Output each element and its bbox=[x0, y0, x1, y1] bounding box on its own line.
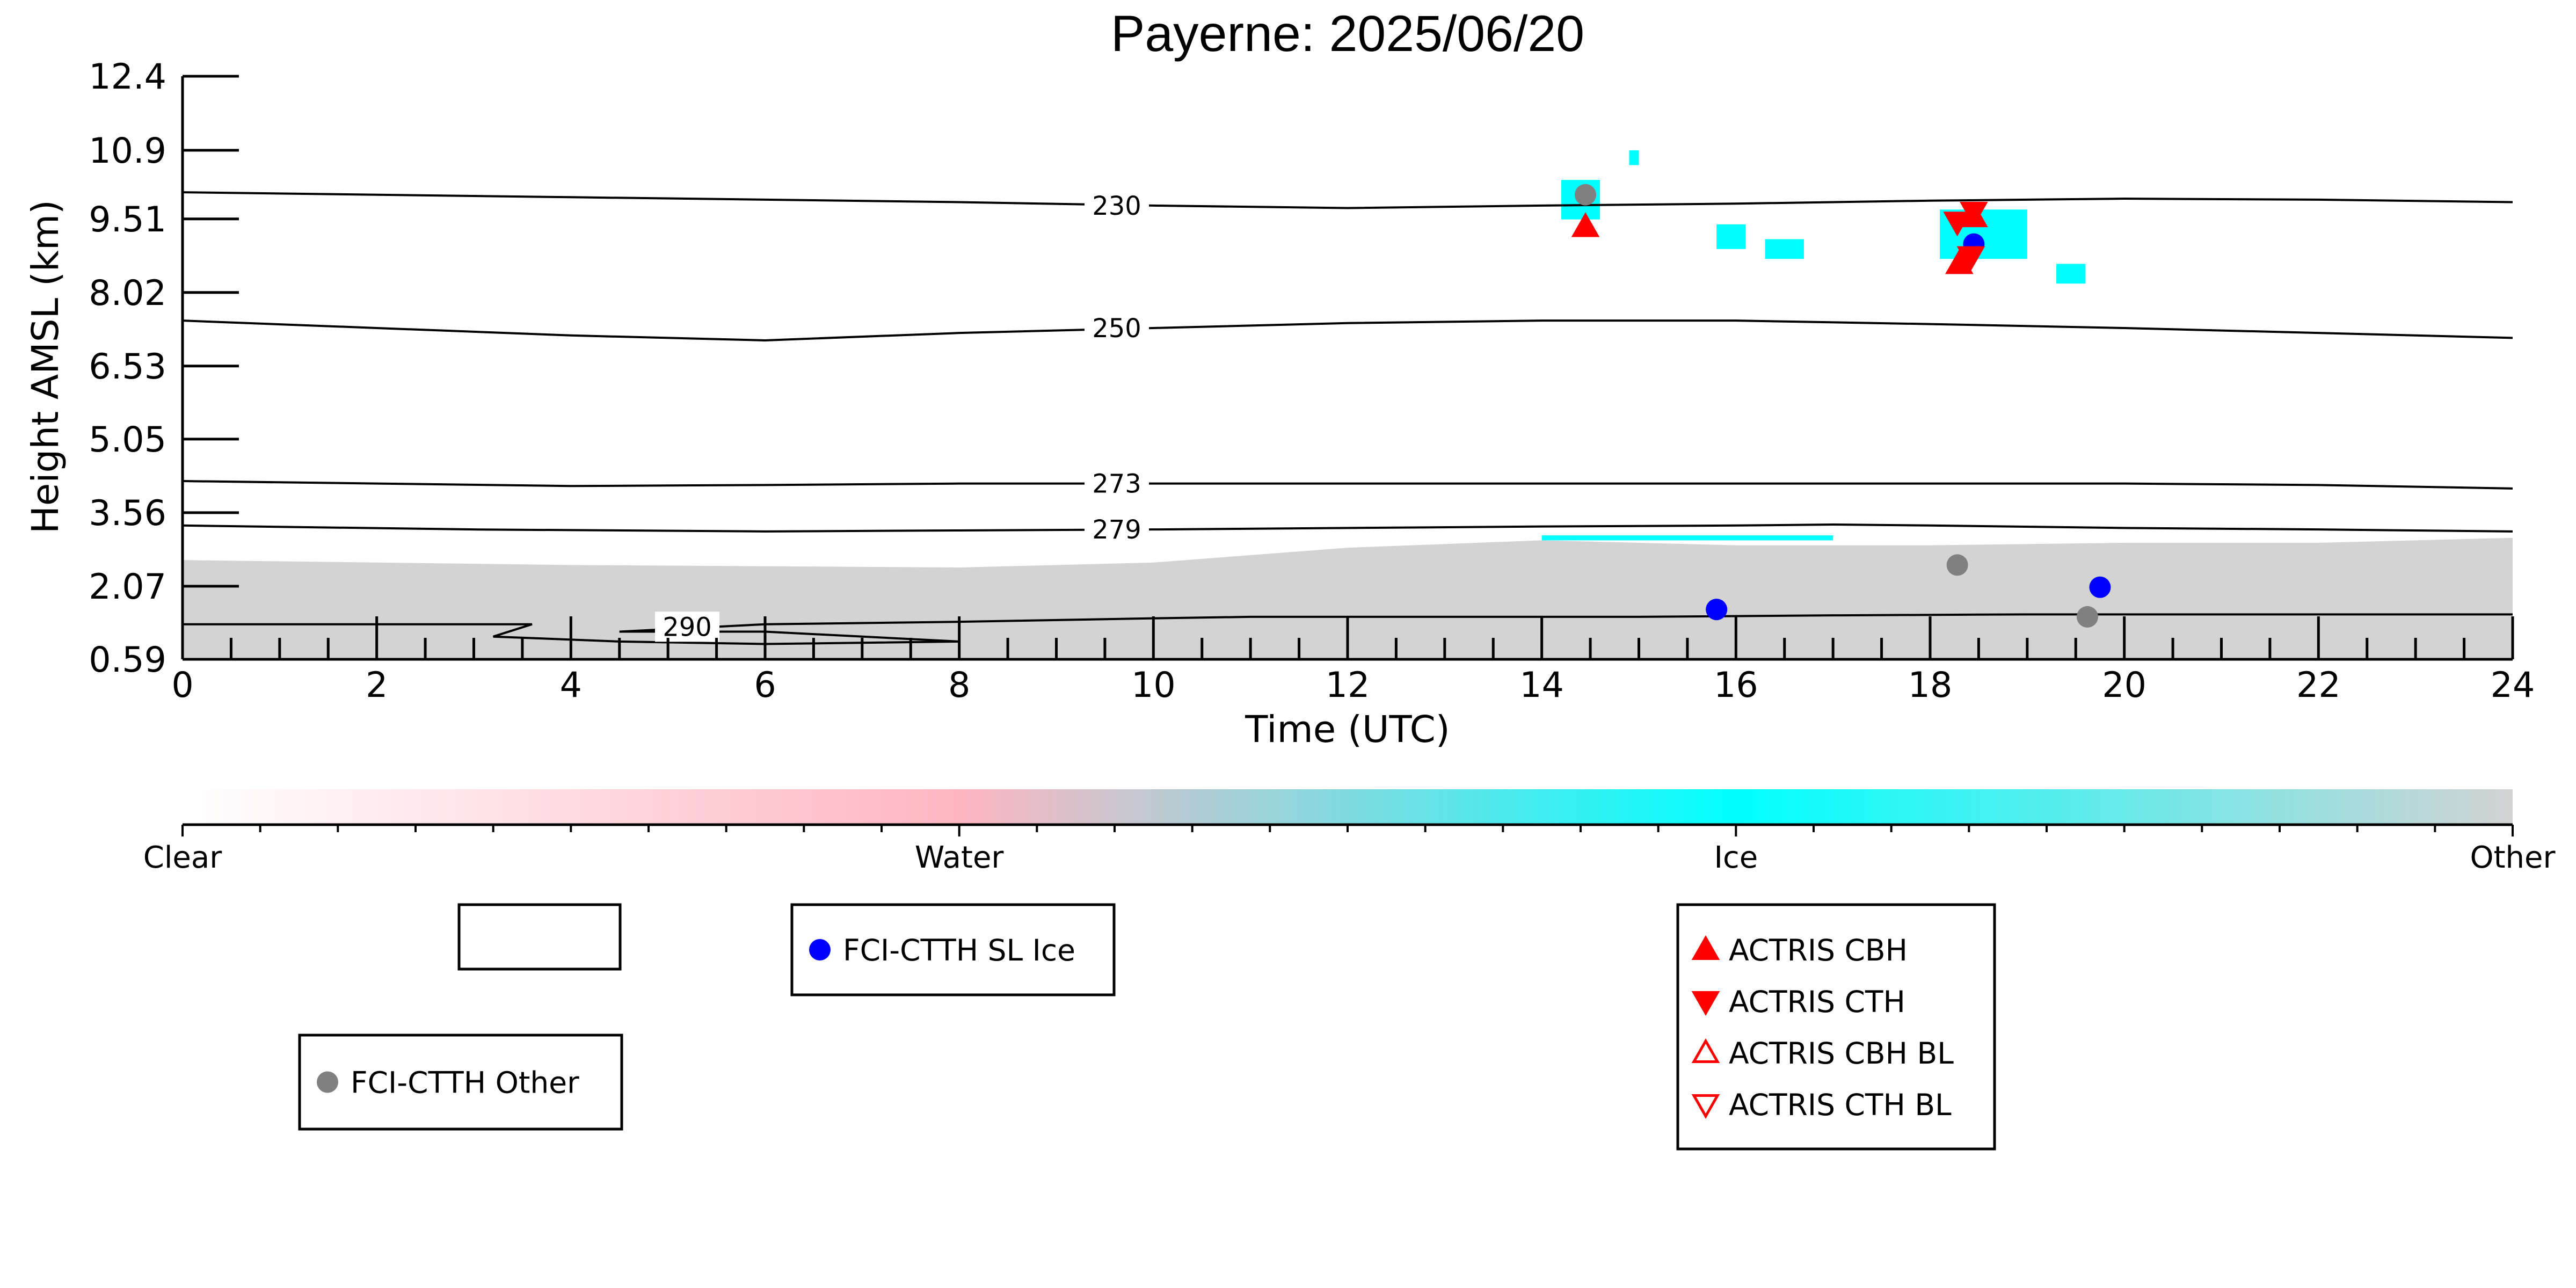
x-tick-label: 16 bbox=[1714, 665, 1758, 705]
ice-region bbox=[1765, 239, 1804, 259]
x-axis-label: Time (UTC) bbox=[1245, 708, 1450, 751]
data-point bbox=[1946, 554, 1968, 576]
data-point bbox=[2076, 606, 2098, 628]
legend-marker bbox=[809, 939, 831, 960]
isotherm-label-bg bbox=[1085, 514, 1149, 545]
legend-box1 bbox=[457, 903, 622, 971]
legend-label: FCI-CTTH SL Ice bbox=[843, 933, 1075, 967]
data-point bbox=[1943, 212, 1971, 237]
legend-label: FCI-CTTH Other bbox=[351, 1066, 579, 1100]
y-tick-label: 12.4 bbox=[89, 57, 166, 97]
legend-marker bbox=[317, 1071, 338, 1093]
data-point bbox=[1571, 212, 1600, 237]
y-tick-label: 10.9 bbox=[89, 131, 166, 171]
legend-label: ACTRIS CBH BL bbox=[1729, 1036, 1954, 1071]
data-point bbox=[1960, 201, 1988, 227]
data-point bbox=[2089, 576, 2111, 598]
legend-marker bbox=[1691, 1038, 1720, 1063]
ice-region bbox=[1629, 150, 1639, 165]
colorbar: Clear Water Ice Other bbox=[143, 789, 2556, 875]
legend-label: ACTRIS CBH bbox=[1729, 933, 1908, 967]
ice-region bbox=[2056, 264, 2086, 284]
x-tick-label: 2 bbox=[366, 665, 388, 705]
data-point bbox=[1575, 184, 1597, 206]
x-tick-label: 4 bbox=[560, 665, 582, 705]
legend-label: ACTRIS CTH bbox=[1729, 985, 1905, 1019]
isotherm-line bbox=[182, 319, 2513, 341]
legend-box3: FCI-CTTH Other bbox=[298, 1034, 623, 1131]
legend-frame bbox=[457, 903, 622, 971]
colorbar-label: Other bbox=[2470, 840, 2556, 875]
isotherm-label-bg bbox=[1085, 468, 1149, 499]
isotherm-line bbox=[182, 191, 2513, 209]
isotherm-label-bg bbox=[1085, 312, 1149, 343]
x-tick-label: 10 bbox=[1131, 665, 1176, 705]
x-tick-label: 18 bbox=[1908, 665, 1953, 705]
ice-region bbox=[1541, 535, 1833, 541]
plot-area: 230 250 273 279 290 bbox=[182, 150, 2513, 659]
x-tick-label: 22 bbox=[2296, 665, 2341, 705]
data-point bbox=[1956, 246, 1985, 271]
colorbar-label: Ice bbox=[1714, 840, 1758, 875]
x-tick-label: 6 bbox=[754, 665, 776, 705]
colorbar-gradient bbox=[183, 789, 2513, 825]
data-point bbox=[1945, 249, 1974, 274]
legend-frame bbox=[298, 1034, 623, 1131]
isotherm-label-bg bbox=[1085, 190, 1149, 221]
legend-marker bbox=[1691, 1094, 1720, 1119]
legend-box2: FCI-CTTH SL Ice bbox=[790, 903, 1116, 996]
isotherm-label: 279 bbox=[1092, 515, 1141, 545]
y-tick-label: 6.53 bbox=[89, 347, 166, 387]
isotherm-label: 290 bbox=[663, 612, 712, 642]
legend-marker bbox=[1691, 991, 1720, 1016]
isotherm-line bbox=[182, 523, 2513, 533]
colorbar-label: Water bbox=[915, 840, 1005, 875]
x-tick-label: 12 bbox=[1326, 665, 1370, 705]
y-axis-label: Height AMSL (km) bbox=[24, 200, 67, 534]
isotherm-label: 273 bbox=[1092, 469, 1141, 499]
x-tick-label: 20 bbox=[2102, 665, 2146, 705]
ice-region bbox=[1716, 224, 1746, 249]
y-tick-label: 2.07 bbox=[89, 567, 166, 607]
x-tick-label: 0 bbox=[171, 665, 193, 705]
data-point bbox=[1706, 599, 1728, 621]
legend-box4: ACTRIS CBH ACTRIS CTH ACTRIS CBH BL ACTRIS … bbox=[1676, 903, 1996, 1151]
isotherm-label: 230 bbox=[1092, 191, 1141, 221]
legend-frame bbox=[1676, 903, 1996, 1151]
x-tick-label: 8 bbox=[948, 665, 970, 705]
isotherm-label-bg bbox=[655, 612, 719, 642]
x-tick-label: 24 bbox=[2491, 665, 2535, 705]
chart-title: Payerne: 2025/06/20 bbox=[1111, 5, 1584, 62]
y-tick-label: 8.02 bbox=[89, 273, 166, 314]
legend-marker bbox=[1691, 935, 1720, 960]
colorbar-label: Clear bbox=[143, 840, 222, 875]
y-tick-label: 9.51 bbox=[89, 200, 166, 240]
y-tick-label: 5.05 bbox=[89, 420, 166, 460]
axes: 0 2 4 6 8 10 12 14 16 18 20 22 240.592.073.565.056.5… bbox=[89, 57, 2535, 705]
isotherm-label: 250 bbox=[1092, 314, 1141, 344]
legend-frame bbox=[790, 903, 1116, 996]
y-tick-label: 0.59 bbox=[89, 640, 166, 680]
y-tick-label: 3.56 bbox=[89, 493, 166, 534]
legend-label: ACTRIS CTH BL bbox=[1729, 1088, 1952, 1122]
x-tick-label: 14 bbox=[1519, 665, 1564, 705]
isotherm-line bbox=[182, 480, 2513, 490]
